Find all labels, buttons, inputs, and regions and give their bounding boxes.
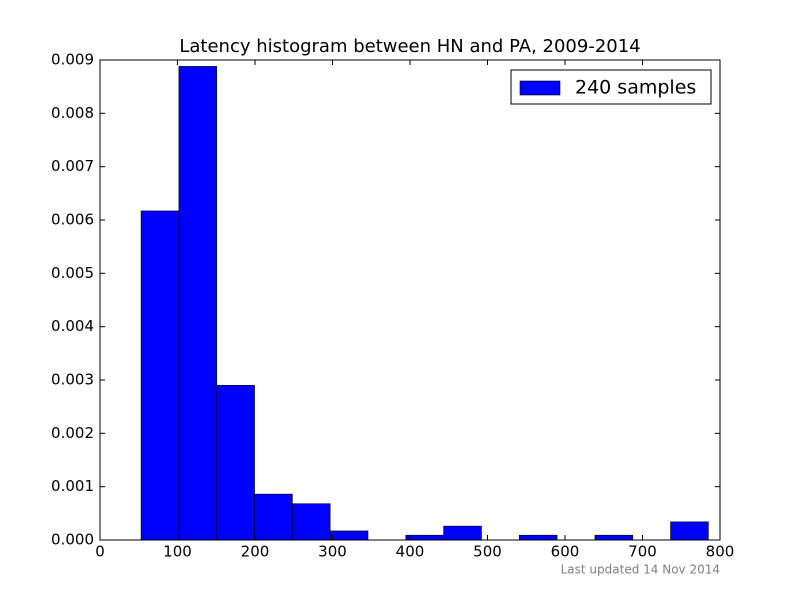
bar <box>329 530 369 541</box>
bar <box>292 503 331 541</box>
x-tick-label: 0 <box>95 543 105 561</box>
y-tick-label: 0.006 <box>51 211 94 229</box>
x-tick-label: 100 <box>163 543 192 561</box>
y-tick-label: 0.003 <box>51 371 94 389</box>
x-tick-label: 200 <box>241 543 270 561</box>
y-tick-label: 0.004 <box>51 317 94 335</box>
bar <box>594 534 634 541</box>
x-tick-label: 400 <box>396 543 425 561</box>
x-tick-label: 300 <box>318 543 347 561</box>
bar <box>443 525 482 541</box>
y-tick-label: 0.000 <box>51 531 94 549</box>
footnote: Last updated 14 Nov 2014 <box>561 563 720 577</box>
legend-swatch <box>519 80 561 96</box>
bar <box>178 66 218 541</box>
x-tick-label: 700 <box>628 543 657 561</box>
x-tick-label: 800 <box>706 543 735 561</box>
y-tick-label: 0.005 <box>51 264 94 282</box>
bar <box>670 521 709 541</box>
legend-label: 240 samples <box>575 77 696 99</box>
x-tick-label: 500 <box>473 543 502 561</box>
chart-title: Latency histogram between HN and PA, 200… <box>179 36 640 57</box>
y-tick-label: 0.001 <box>51 477 94 495</box>
x-tick-label: 600 <box>551 543 580 561</box>
y-tick-label: 0.007 <box>51 157 94 175</box>
y-tick-label: 0.002 <box>51 424 94 442</box>
y-tick-label: 0.009 <box>51 51 94 69</box>
bar <box>216 385 255 541</box>
bar <box>518 534 558 541</box>
bar <box>254 493 293 541</box>
bar <box>140 210 180 541</box>
bar <box>405 534 444 541</box>
y-tick-label: 0.008 <box>51 104 94 122</box>
